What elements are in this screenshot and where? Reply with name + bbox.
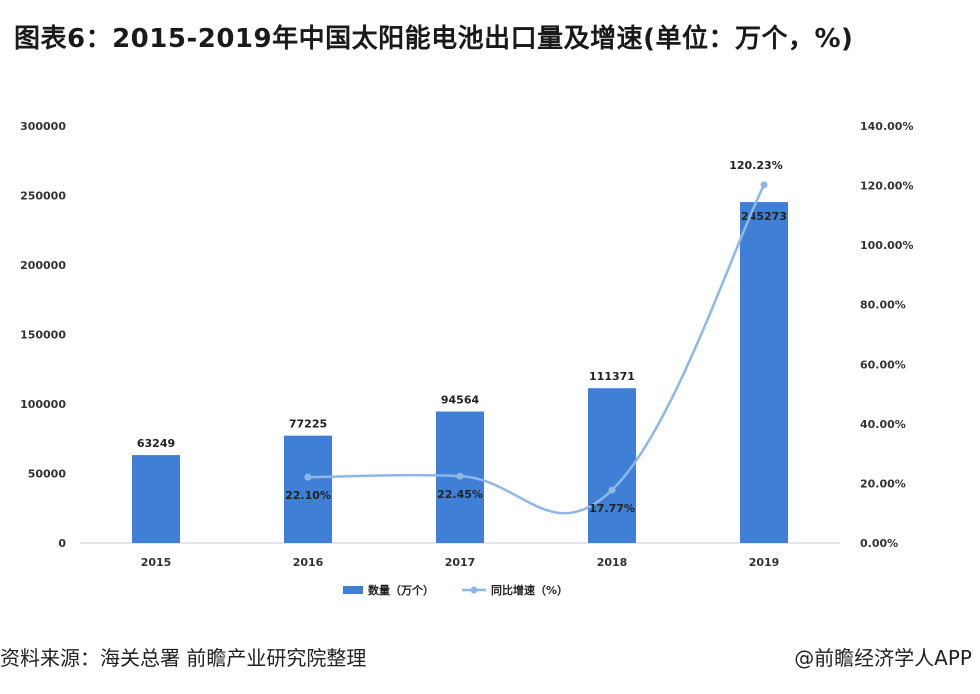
left-tick-label: 150000: [20, 329, 66, 342]
legend: 数量（万个） 同比增速（%）: [343, 583, 568, 597]
line-series: [304, 181, 768, 515]
left-tick-label: 100000: [20, 398, 66, 411]
growth-point: [608, 486, 616, 494]
right-tick-label: 140.00%: [860, 120, 913, 133]
source-note: 资料来源：海关总署 前瞻产业研究院整理: [0, 646, 367, 670]
right-tick-label: 120.00%: [860, 180, 913, 193]
bar: [588, 388, 636, 543]
legend-line-marker: [470, 586, 478, 594]
left-tick-label: 0: [58, 537, 66, 550]
x-tick-label: 2018: [597, 556, 628, 569]
legend-bar-swatch: [343, 586, 363, 594]
right-tick-label: 80.00%: [860, 299, 906, 312]
left-axis-ticks: 0 50000 100000 150000 200000 250000 300000: [20, 120, 66, 550]
x-axis-ticks: 2015 2016 2017 2018 2019: [141, 556, 780, 569]
right-tick-label: 20.00%: [860, 477, 906, 490]
line-data-labels: 22.10% 22.45% 17.77% 120.23%: [285, 159, 783, 515]
bar: [284, 435, 332, 543]
bar: [740, 202, 788, 543]
right-tick-label: 0.00%: [860, 537, 898, 550]
left-tick-label: 50000: [28, 468, 67, 481]
x-tick-label: 2016: [293, 556, 324, 569]
growth-point: [304, 473, 312, 481]
growth-point: [760, 181, 768, 189]
bar: [132, 455, 180, 543]
bar-value-label: 63249: [137, 437, 175, 450]
growth-line: [307, 184, 766, 515]
legend-bar-label: 数量（万个）: [368, 583, 434, 597]
left-tick-label: 300000: [20, 120, 66, 133]
left-tick-label: 200000: [20, 259, 66, 272]
growth-point: [456, 472, 464, 480]
growth-value-label: 120.23%: [729, 159, 782, 172]
right-tick-label: 60.00%: [860, 358, 906, 371]
bar-value-label: 94564: [441, 394, 480, 407]
chart-title: 图表6：2015-2019年中国太阳能电池出口量及增速(单位：万个，%): [14, 24, 854, 54]
x-tick-label: 2015: [141, 556, 172, 569]
bar-value-label: 111371: [589, 370, 635, 383]
x-tick-label: 2019: [749, 556, 780, 569]
growth-value-label: 22.45%: [437, 488, 483, 501]
legend-line-label: 同比增速（%）: [491, 583, 568, 597]
bar-value-label: 77225: [289, 418, 327, 431]
growth-value-label: 22.10%: [285, 489, 331, 502]
growth-value-label: 17.77%: [589, 502, 635, 515]
right-axis-ticks: 0.00% 20.00% 40.00% 60.00% 80.00% 100.00% 120.…: [860, 120, 913, 550]
brand-note: @前瞻经济学人APP: [794, 646, 972, 670]
right-tick-label: 40.00%: [860, 418, 906, 431]
right-tick-label: 100.00%: [860, 239, 913, 252]
x-tick-label: 2017: [445, 556, 476, 569]
left-tick-label: 250000: [20, 190, 66, 203]
